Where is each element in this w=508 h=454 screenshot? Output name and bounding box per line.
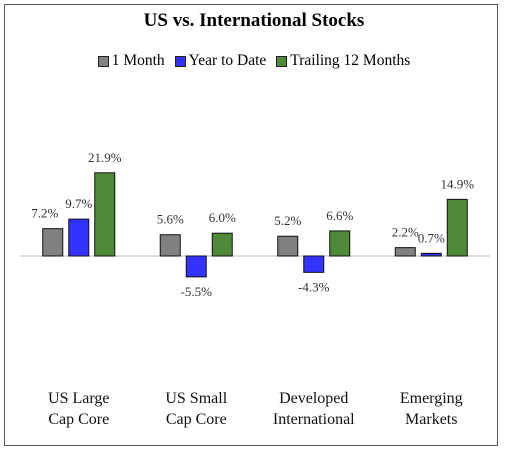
x-tick-label: US Large Cap Core — [48, 390, 110, 428]
data-label: 0.7% — [418, 230, 445, 245]
x-tick-label: Developed International — [272, 390, 355, 428]
legend-swatch — [276, 55, 288, 67]
legend-label: 1 Month — [111, 52, 165, 69]
data-label: 9.7% — [65, 196, 92, 211]
legend-swatch — [97, 55, 109, 67]
bar — [277, 235, 299, 257]
bar — [394, 247, 416, 257]
data-label: 6.6% — [326, 208, 353, 223]
data-label: -5.5% — [181, 284, 213, 299]
bar — [42, 228, 64, 257]
chart-title: US vs. International Stocks — [143, 10, 365, 31]
data-label: 14.9% — [440, 176, 474, 191]
bar — [94, 172, 116, 257]
data-label: 5.2% — [274, 213, 301, 228]
data-label: 5.6% — [157, 212, 184, 227]
legend-item: 1 Month — [97, 52, 165, 70]
legend-item: Trailing 12 Months — [276, 52, 410, 70]
legend: 1 Month Year to Date Trailing 12 Months — [0, 52, 508, 70]
data-label: 6.0% — [209, 210, 236, 225]
data-label: 2.2% — [392, 225, 419, 240]
x-tick-label: Emerging Markets — [399, 390, 463, 428]
bar — [211, 232, 233, 257]
x-tick-label: US Small Cap Core — [165, 390, 228, 428]
bar — [159, 234, 181, 257]
data-label: -4.3% — [298, 279, 330, 294]
data-label: 21.9% — [88, 150, 122, 165]
legend-label: Year to Date — [188, 52, 267, 69]
legend-label: Trailing 12 Months — [290, 52, 411, 69]
data-label: 7.2% — [31, 206, 58, 221]
legend-swatch — [174, 55, 186, 67]
bar — [68, 218, 90, 257]
bar — [446, 198, 468, 257]
chart-frame — [4, 4, 498, 446]
legend-item: Year to Date — [174, 52, 267, 70]
bar — [303, 255, 325, 273]
bar — [329, 230, 351, 257]
bar — [420, 252, 442, 257]
bar — [185, 255, 207, 278]
